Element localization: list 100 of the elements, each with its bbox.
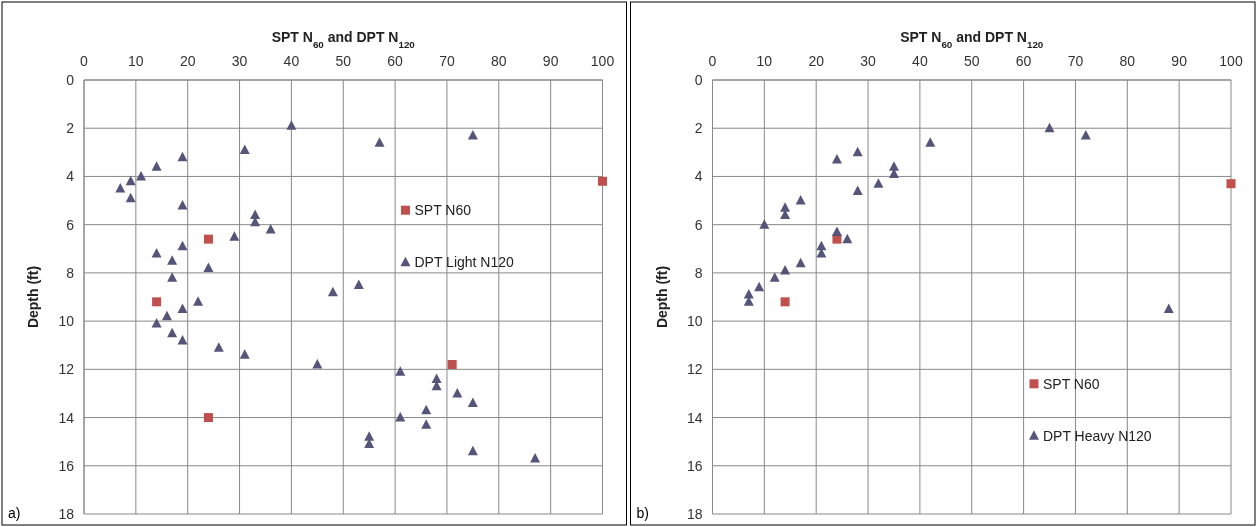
- point: [312, 359, 323, 369]
- point: [353, 279, 364, 289]
- x-tick-label: 10: [756, 53, 773, 69]
- point: [167, 327, 178, 338]
- point: [795, 195, 806, 205]
- legend-label: DPT Heavy N120: [1042, 427, 1152, 444]
- legend-label: SPT N60: [414, 202, 472, 219]
- point: [852, 146, 863, 157]
- y-tick-label: 18: [686, 506, 703, 522]
- point: [239, 144, 250, 154]
- point: [795, 257, 806, 268]
- y-tick-label: 14: [686, 409, 703, 426]
- point: [177, 199, 188, 210]
- point: [151, 318, 162, 328]
- x-tick-label: 30: [231, 53, 248, 69]
- x-tick-label: 100: [1219, 53, 1243, 69]
- point: [177, 240, 188, 251]
- y-tick-label: 8: [694, 264, 703, 281]
- point: [743, 289, 754, 299]
- y-tick-label: 0: [694, 72, 703, 88]
- y-tick-label: 4: [694, 168, 703, 185]
- point: [925, 137, 936, 147]
- y-axis-title: Depth (ft): [653, 265, 670, 329]
- point: [452, 387, 463, 398]
- x-tick-label: 40: [912, 53, 928, 69]
- x-tick-label: 60: [1015, 53, 1032, 69]
- point: [229, 231, 240, 241]
- point: [239, 349, 250, 359]
- x-tick-label: 20: [808, 53, 825, 69]
- point: [780, 202, 791, 212]
- y-tick-label: 10: [686, 313, 703, 330]
- point: [873, 178, 884, 188]
- point: [421, 404, 432, 415]
- point: [888, 161, 899, 171]
- y-tick-label: 12: [686, 361, 703, 378]
- x-tick-label: 20: [179, 53, 196, 69]
- x-tick-label: 60: [387, 53, 404, 69]
- x-axis-title: SPT N$_{60}$ and DPT N$_{120}$: [900, 29, 1044, 50]
- point: [769, 272, 780, 282]
- point: [152, 297, 162, 307]
- point: [831, 154, 842, 164]
- point: [831, 226, 842, 236]
- point: [395, 366, 406, 376]
- point: [395, 412, 406, 422]
- x-tick-label: 10: [128, 53, 144, 69]
- point: [754, 281, 765, 292]
- legend-label: DPT Light N120: [414, 254, 515, 271]
- y-axis-title: Depth (ft): [25, 265, 41, 329]
- x-tick-label: 40: [283, 53, 300, 69]
- x-tick-label: 30: [860, 53, 877, 69]
- y-tick-label: 10: [58, 313, 75, 330]
- point: [1080, 129, 1091, 140]
- point: [447, 360, 457, 370]
- y-tick-label: 4: [66, 168, 75, 185]
- point: [167, 255, 178, 265]
- point: [125, 192, 136, 203]
- point: [467, 129, 478, 140]
- point: [151, 161, 162, 171]
- point: [125, 175, 136, 186]
- point: [759, 219, 770, 229]
- point: [598, 176, 607, 186]
- point: [203, 262, 214, 273]
- y-tick-label: 0: [66, 72, 75, 88]
- text: a): [8, 505, 21, 521]
- y-tick-label: 6: [694, 216, 703, 233]
- x-tick-label: 50: [963, 53, 980, 69]
- y-tick-label: 6: [66, 216, 75, 233]
- point: [327, 286, 338, 297]
- y-tick-label: 2: [694, 120, 703, 137]
- x-tick-label: 80: [1119, 53, 1136, 69]
- x-axis-title: SPT N$_{60}$ and DPT N$_{120}$: [271, 29, 416, 50]
- point: [203, 413, 213, 423]
- point: [177, 151, 188, 162]
- y-tick-label: 16: [686, 457, 703, 474]
- point: [1163, 303, 1174, 314]
- point: [530, 453, 541, 463]
- point: [115, 183, 126, 193]
- point: [193, 296, 204, 306]
- point: [250, 209, 261, 220]
- x-tick-label: 0: [80, 53, 89, 69]
- point: [421, 419, 432, 429]
- point: [842, 233, 853, 244]
- text: b): [636, 505, 649, 521]
- point: [374, 137, 385, 147]
- x-tick-label: 80: [491, 53, 507, 69]
- x-tick-label: 70: [439, 53, 455, 69]
- legend-label: SPT N60: [1042, 375, 1100, 392]
- point: [213, 342, 224, 352]
- point: [161, 310, 172, 321]
- x-tick-label: 0: [708, 53, 717, 69]
- point: [177, 303, 188, 314]
- y-tick-label: 14: [58, 409, 75, 426]
- point: [852, 185, 863, 195]
- point: [167, 272, 178, 282]
- x-tick-label: 90: [542, 53, 559, 69]
- x-tick-label: 90: [1171, 53, 1188, 69]
- point: [364, 431, 375, 441]
- point: [431, 373, 442, 383]
- point: [203, 234, 213, 244]
- y-tick-label: 18: [58, 506, 75, 522]
